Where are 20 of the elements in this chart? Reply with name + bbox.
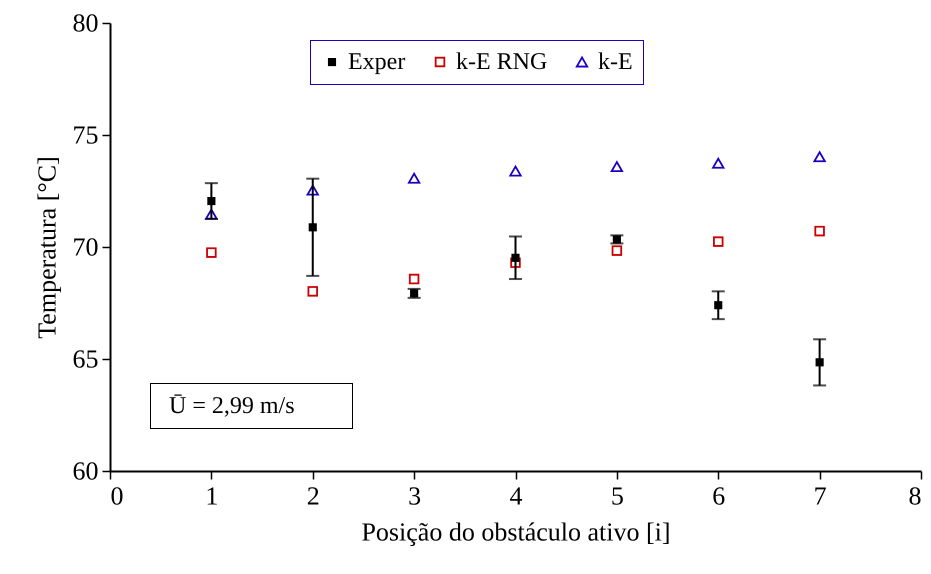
legend-label: k-E — [598, 49, 633, 75]
x-tick-label: 0 — [110, 482, 124, 510]
x-tick-label: 3 — [408, 482, 422, 510]
x-tick-label: 6 — [712, 482, 726, 510]
note-box: Ū = 2,99 m/s — [150, 383, 353, 429]
x-tick-label: 7 — [814, 482, 827, 510]
y-tick-label: 60 — [72, 456, 98, 486]
x-tick-label: 2 — [306, 482, 320, 510]
y-tick-label: 80 — [72, 8, 98, 38]
y-tick-label: 75 — [72, 120, 98, 150]
y-tick-label: 70 — [72, 232, 98, 262]
legend-label: Exper — [348, 49, 406, 75]
legend-label: k-E RNG — [456, 49, 548, 75]
x-axis-title: Posição do obstáculo ativo [i] — [361, 518, 671, 546]
x-tick-label: 4 — [510, 482, 522, 510]
x-tick-label: 1 — [205, 482, 218, 510]
y-axis-title: Temperatura [°C] — [32, 156, 62, 339]
x-tick-label: 8 — [908, 482, 922, 510]
y-tick-label: 65 — [72, 344, 98, 374]
x-tick-label: 5 — [610, 482, 624, 510]
